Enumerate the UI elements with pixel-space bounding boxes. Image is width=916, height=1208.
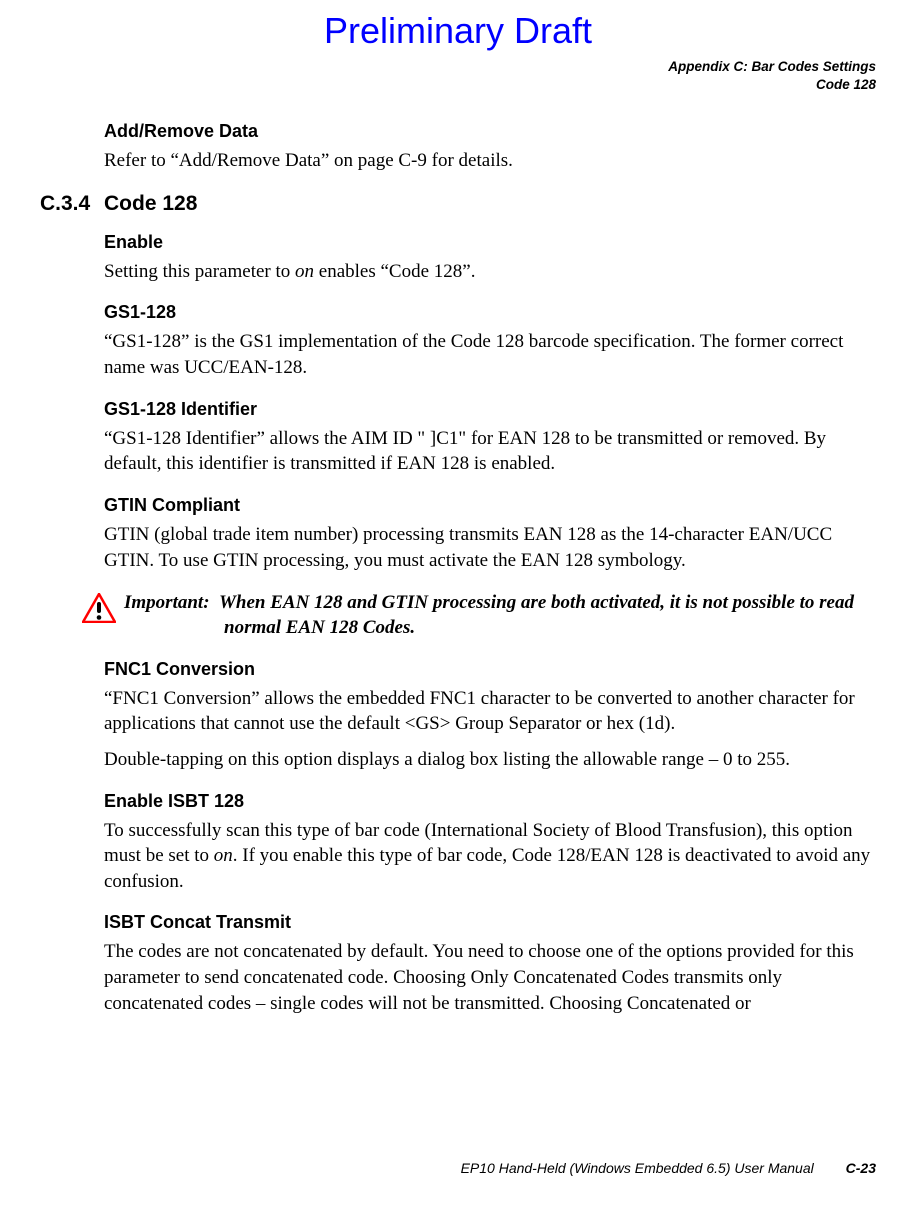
body-gs1-128-identifier: “GS1-128 Identifier” allows the AIM ID "… — [104, 426, 876, 477]
header-line-1: Appendix C: Bar Codes Settings — [40, 58, 876, 76]
heading-enable: Enable — [104, 232, 876, 253]
body-fnc1-p2: Double-tapping on this option displays a… — [104, 747, 876, 773]
body-enable-post: enables “Code 128”. — [314, 261, 475, 282]
page-footer: EP10 Hand-Held (Windows Embedded 6.5) Us… — [461, 1160, 876, 1176]
heading-fnc1-conversion: FNC1 Conversion — [104, 659, 876, 680]
page-header: Appendix C: Bar Codes Settings Code 128 — [40, 58, 876, 93]
heading-gs1-128-identifier: GS1-128 Identifier — [104, 399, 876, 420]
heading-add-remove-data: Add/Remove Data — [104, 121, 876, 142]
heading-gs1-128: GS1-128 — [104, 302, 876, 323]
header-line-2: Code 128 — [40, 76, 876, 94]
watermark-text: Preliminary Draft — [40, 10, 876, 52]
important-block: Important: When EAN 128 and GTIN process… — [82, 591, 876, 640]
important-body: When EAN 128 and GTIN processing are bot… — [219, 592, 854, 638]
section-number: C.3.4 — [40, 192, 104, 216]
body-fnc1-p1: “FNC1 Conversion” allows the embedded FN… — [104, 686, 876, 737]
body-enable-pre: Setting this parameter to — [104, 261, 295, 282]
heading-enable-isbt-128: Enable ISBT 128 — [104, 791, 876, 812]
heading-gtin-compliant: GTIN Compliant — [104, 495, 876, 516]
warning-icon — [82, 593, 116, 628]
body-enable-isbt-128: To successfully scan this type of bar co… — [104, 818, 876, 895]
footer-text: EP10 Hand-Held (Windows Embedded 6.5) Us… — [461, 1160, 814, 1176]
section-c34-row: C.3.4 Code 128 — [40, 192, 876, 216]
body-isbt-concat-transmit: The codes are not concatenated by defaul… — [104, 939, 876, 1016]
body-gtin-compliant: GTIN (global trade item number) processi… — [104, 522, 876, 573]
page-content: Add/Remove Data Refer to “Add/Remove Dat… — [104, 121, 876, 1016]
important-text: Important: When EAN 128 and GTIN process… — [124, 591, 876, 640]
page: Preliminary Draft Appendix C: Bar Codes … — [0, 0, 916, 1208]
body-gs1-128: “GS1-128” is the GS1 implementation of t… — [104, 329, 876, 380]
body-add-remove-data: Refer to “Add/Remove Data” on page C-9 f… — [104, 148, 876, 174]
footer-page-number: C-23 — [846, 1160, 876, 1176]
heading-isbt-concat-transmit: ISBT Concat Transmit — [104, 912, 876, 933]
section-title: Code 128 — [104, 192, 197, 216]
body-enable-em: on — [295, 261, 314, 282]
body-isbt-em: on — [214, 845, 233, 866]
important-label: Important: — [124, 592, 210, 613]
body-enable: Setting this parameter to on enables “Co… — [104, 259, 876, 285]
